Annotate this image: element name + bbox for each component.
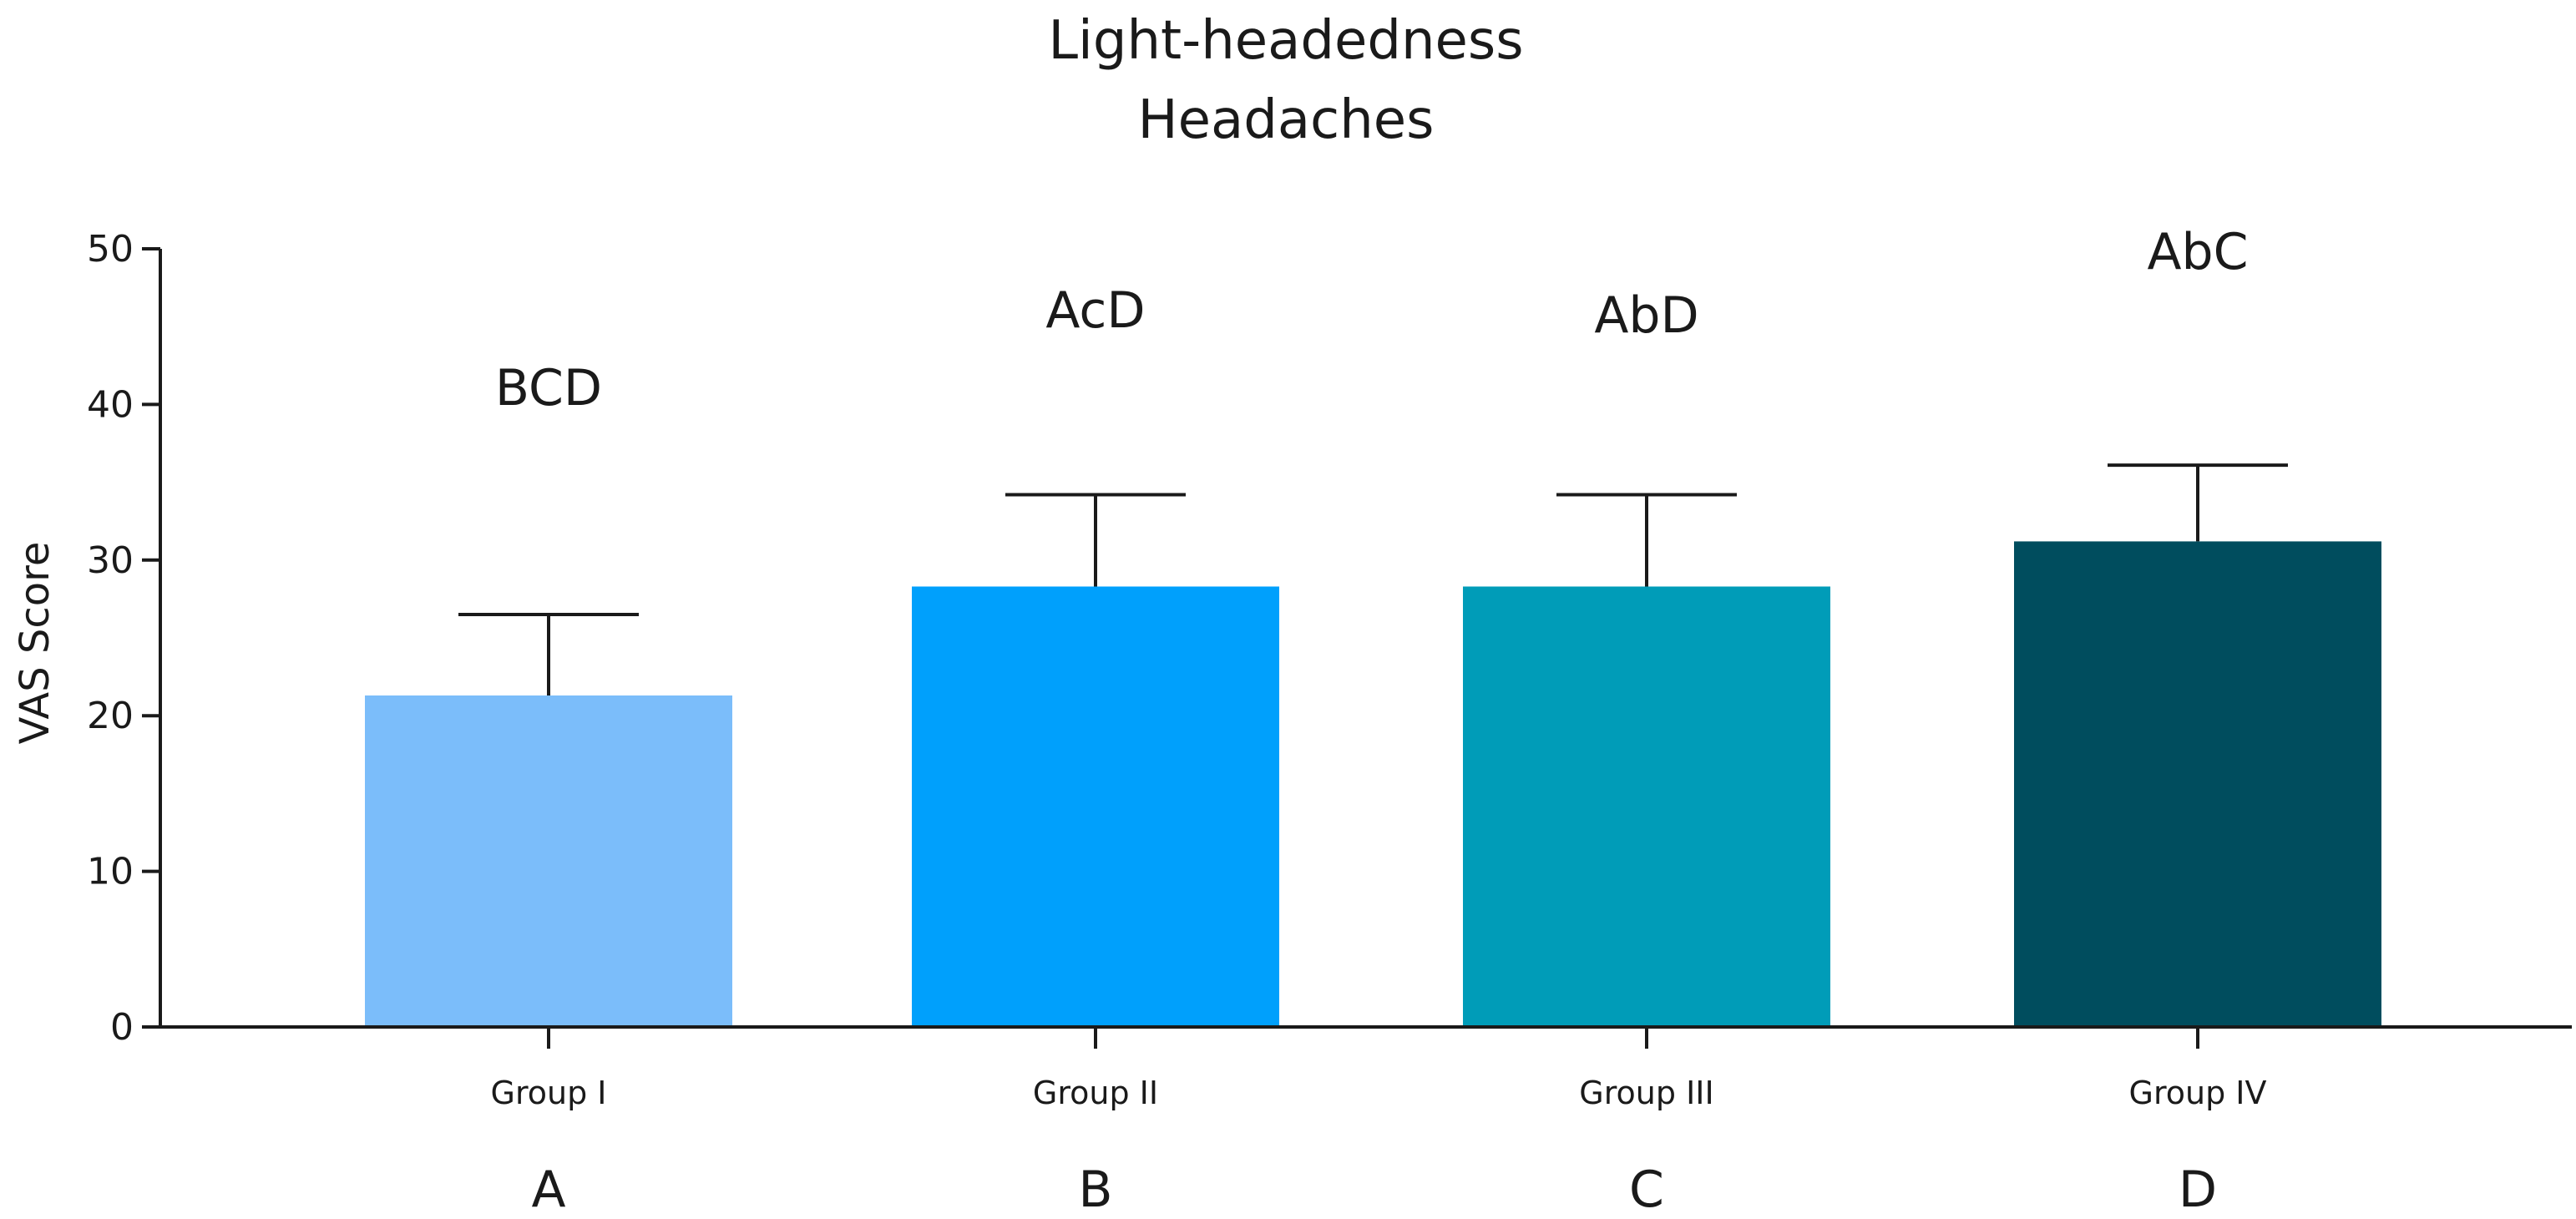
- error-bars: [458, 463, 2288, 695]
- bars: [365, 541, 2381, 1027]
- y-tick-label-20: 20: [87, 695, 134, 737]
- bar-1: [365, 695, 732, 1027]
- y-axis-label: VAS Score: [12, 542, 58, 745]
- y-ticks: 0 10 20 30 40 50: [87, 228, 160, 1049]
- significance-label-4: AbC: [2147, 223, 2248, 281]
- significance-label-3: AbD: [1594, 286, 1698, 345]
- x-tick-label-1: Group I: [491, 1075, 607, 1111]
- bar-3: [1463, 586, 1830, 1027]
- group-letter-1: A: [531, 1161, 565, 1219]
- x-tick-label-2: Group II: [1033, 1075, 1158, 1111]
- chart-title: Light-headedness: [1048, 10, 1523, 72]
- y-tick-label-0: 0: [110, 1006, 134, 1049]
- chart-subtitle: Headaches: [1137, 89, 1434, 151]
- y-tick-label-50: 50: [87, 228, 134, 271]
- y-tick-label-40: 40: [87, 383, 134, 426]
- bar-4: [2014, 541, 2381, 1027]
- significance-labels: BCD AcD AbD AbC: [495, 223, 2249, 417]
- group-letter-4: D: [2179, 1161, 2217, 1219]
- bar-2: [912, 586, 1279, 1027]
- x-tick-label-3: Group III: [1579, 1075, 1713, 1111]
- y-tick-label-30: 30: [87, 539, 134, 582]
- x-labels: Group I Group II Group III Group IV: [491, 1027, 2267, 1111]
- x-tick-label-4: Group IV: [2129, 1075, 2267, 1111]
- significance-label-2: AcD: [1045, 281, 1145, 340]
- group-letter-3: C: [1629, 1161, 1664, 1219]
- significance-label-1: BCD: [495, 359, 602, 417]
- group-letter-2: B: [1078, 1161, 1112, 1219]
- y-tick-label-10: 10: [87, 851, 134, 893]
- axes: [159, 249, 2572, 1029]
- group-letters: A B C D: [531, 1161, 2217, 1219]
